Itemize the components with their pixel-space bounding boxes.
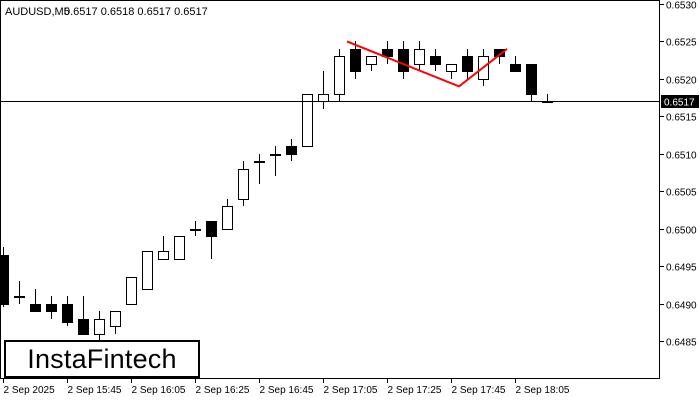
y-tick-label: 0.6515 — [666, 113, 697, 124]
x-tick-label: 2 Sep 17:45 — [452, 385, 506, 396]
y-tick-label: 0.6485 — [666, 338, 697, 349]
candle-body-bullish — [126, 277, 137, 305]
current-price-badge — [661, 95, 699, 108]
candle-body-bearish — [286, 146, 297, 155]
candle-body-bullish — [414, 49, 425, 65]
candle-body-bullish — [446, 64, 457, 72]
candle-body-bullish — [302, 94, 313, 147]
candle — [254, 154, 265, 184]
candle-body-bearish — [510, 64, 521, 72]
candle — [462, 49, 473, 79]
candle — [398, 41, 409, 79]
candle-body-bearish — [62, 304, 73, 323]
candle — [206, 221, 217, 259]
double-top-pattern — [346, 40, 508, 88]
candle — [30, 289, 41, 312]
candle-body-bullish — [366, 56, 377, 65]
current-price-label: 0.6517 — [664, 98, 695, 109]
y-tick-label: 0.6495 — [666, 263, 697, 274]
candle-body-bearish — [206, 221, 217, 237]
candle-body-bullish — [190, 229, 201, 231]
y-tick-label: 0.6500 — [666, 226, 697, 237]
x-tick-label: 2 Sep 16:25 — [196, 385, 250, 396]
candle-body-bullish — [142, 251, 153, 290]
candle — [302, 94, 313, 147]
candle — [110, 311, 121, 334]
candle-body-bullish — [334, 56, 345, 95]
candle-body-bearish — [0, 255, 9, 305]
y-tick-label: 0.6520 — [666, 76, 697, 87]
candles — [0, 41, 553, 341]
candle — [222, 199, 233, 230]
candle-body-bearish — [350, 49, 361, 72]
time-axis: 2 Sep 2025 2 Sep 15:45 2 Sep 16:05 2 Sep 16… — [3, 379, 570, 396]
candle-body-bearish — [398, 49, 409, 72]
x-tick-label: 2 Sep 18:05 — [516, 385, 570, 396]
candle — [174, 236, 185, 260]
candle-body-bearish — [494, 49, 505, 57]
candle-body-bullish — [110, 311, 121, 327]
y-tick-label: 0.6490 — [666, 301, 697, 312]
candle — [446, 64, 457, 79]
candle-body-bullish — [238, 169, 249, 200]
candle — [142, 251, 153, 290]
candle — [46, 296, 57, 319]
candle-body-bullish — [222, 206, 233, 230]
pattern-line — [346, 40, 508, 88]
candle — [334, 49, 345, 101]
symbol-label: AUDUSD,M5 — [5, 6, 70, 18]
candle — [510, 56, 521, 72]
candle — [238, 161, 249, 206]
candle-body-bullish — [174, 236, 185, 260]
y-tick-label: 0.6505 — [666, 188, 697, 199]
x-tick-label: 2 Sep 17:25 — [388, 385, 442, 396]
y-tick-label: 0.6510 — [666, 151, 697, 162]
candle — [414, 41, 425, 71]
candle-body-bullish — [318, 94, 329, 102]
candle — [526, 64, 537, 101]
candle — [78, 296, 89, 335]
candle-body-bullish — [158, 251, 169, 260]
candle — [0, 247, 9, 307]
ohlc-label: 0.6517 0.6518 0.6517 0.6517 — [64, 6, 208, 18]
candle-body-bullish — [254, 161, 265, 163]
current-price-marker: 0.6517 — [0, 95, 699, 109]
brand-logo: InstaFintech — [4, 340, 200, 378]
candle — [366, 56, 377, 71]
candle-body-bullish — [14, 296, 25, 298]
candle — [430, 49, 441, 71]
x-tick-label: 2 Sep 17:05 — [324, 385, 378, 396]
candle — [126, 277, 137, 305]
candle — [270, 146, 281, 176]
candle — [14, 281, 25, 304]
x-tick-label: 2 Sep 15:45 — [68, 385, 122, 396]
candle — [494, 49, 505, 64]
candle-body-bearish — [430, 56, 441, 65]
candle — [94, 311, 105, 341]
price-axis: 0.6485 0.6490 0.6495 0.6500 0.6505 0.6510 0.65… — [660, 1, 697, 349]
y-tick-label: 0.6525 — [666, 38, 697, 49]
candle-body-bearish — [46, 304, 57, 312]
y-tick-label: 0.6530 — [666, 1, 697, 12]
candle — [350, 41, 361, 79]
candle — [286, 139, 297, 161]
x-tick-label: 2 Sep 2025 — [4, 385, 56, 396]
x-tick-label: 2 Sep 16:05 — [132, 385, 186, 396]
candle — [62, 296, 73, 326]
candle — [382, 41, 393, 64]
candle-body-bearish — [526, 64, 537, 95]
candle — [190, 221, 201, 236]
candle-body-bearish — [30, 304, 41, 312]
candle-body-bearish — [382, 49, 393, 57]
candle-body-bullish — [94, 319, 105, 335]
x-tick-label: 2 Sep 16:45 — [260, 385, 314, 396]
logo-text: InstaFintech — [27, 343, 177, 374]
candle-body-bearish — [78, 319, 89, 335]
candle — [158, 236, 169, 260]
candle-body-bearish — [462, 56, 473, 72]
candle-body-bullish — [270, 154, 281, 156]
